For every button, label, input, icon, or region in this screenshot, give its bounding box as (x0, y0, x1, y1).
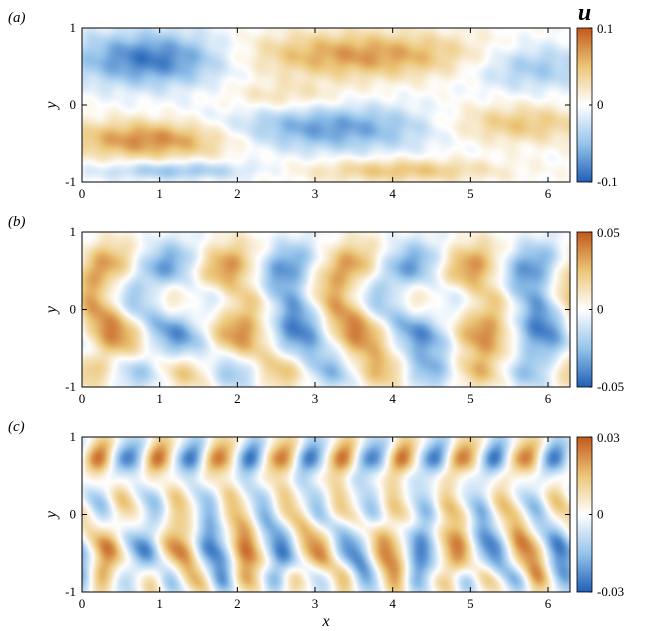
y-tick-label: -1 (65, 174, 76, 189)
colorbar-tick-label: 0.03 (597, 430, 620, 445)
colorbar-tick-label: 0.1 (597, 21, 613, 36)
x-tick-label: 2 (234, 391, 241, 406)
colorbar-tick-label: -0.1 (597, 174, 618, 189)
y-tick-label: -1 (65, 379, 76, 394)
heatmap-field (82, 28, 570, 182)
x-tick-label: 5 (467, 596, 474, 611)
panel-label: (b) (8, 214, 26, 230)
y-axis-label: y (43, 510, 60, 520)
panel-label: (c) (8, 419, 25, 435)
x-tick-label: 6 (545, 186, 552, 201)
x-tick-label: 1 (156, 391, 163, 406)
x-tick-label: 3 (312, 391, 319, 406)
x-tick-label: 6 (545, 596, 552, 611)
colorbar-tick-label: 0 (597, 302, 604, 317)
y-tick-label: 1 (70, 20, 77, 35)
x-tick-label: 4 (389, 186, 396, 201)
y-axis-label: y (43, 305, 60, 315)
x-tick-label: 4 (389, 391, 396, 406)
x-tick-label: 2 (234, 596, 241, 611)
x-axis-label: x (321, 613, 329, 630)
x-tick-label: 5 (467, 391, 474, 406)
colorbar-title: u (578, 0, 591, 26)
colorbar-tick-label: 0 (597, 507, 604, 522)
y-tick-label: 1 (70, 429, 77, 444)
colorbar-tick-label: -0.05 (597, 379, 624, 394)
y-axis-label: y (43, 101, 60, 111)
panel-label: (a) (8, 10, 26, 26)
x-tick-label: 3 (312, 596, 319, 611)
colorbar-tick-label: 0.05 (597, 225, 620, 240)
heatmap-field (82, 437, 570, 592)
x-tick-label: 1 (156, 186, 163, 201)
x-tick-label: 1 (156, 596, 163, 611)
colorbar-tick-label: -0.03 (597, 584, 624, 599)
x-tick-label: 2 (234, 186, 241, 201)
x-tick-label: 5 (467, 186, 474, 201)
x-tick-label: 4 (389, 596, 396, 611)
x-tick-label: 0 (79, 391, 86, 406)
y-tick-label: 0 (70, 302, 77, 317)
x-tick-label: 3 (312, 186, 319, 201)
heatmap-field (82, 232, 570, 387)
x-tick-label: 6 (545, 391, 552, 406)
y-tick-label: 0 (70, 97, 77, 112)
y-tick-label: 1 (70, 224, 77, 239)
x-tick-label: 0 (79, 186, 86, 201)
y-tick-label: 0 (70, 507, 77, 522)
y-tick-label: -1 (65, 584, 76, 599)
x-tick-label: 0 (79, 596, 86, 611)
colorbar-tick-label: 0 (597, 97, 604, 112)
